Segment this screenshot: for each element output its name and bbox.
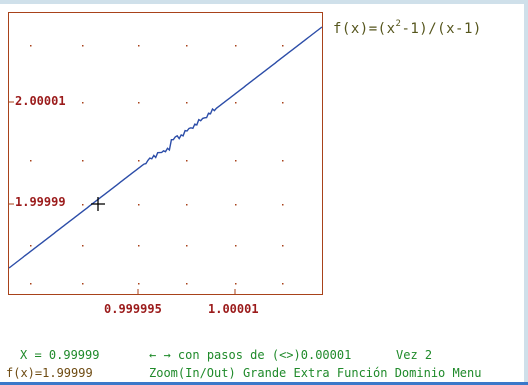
function-label: f(x)=(x2-1)/(x-1) [333,19,482,37]
x-axis-ticks [137,289,236,295]
window-top-border [0,0,528,4]
grid-dot [186,245,188,247]
grid-dot [235,204,237,206]
vez-counter: Vez 2 [396,348,433,362]
grid-dot [282,204,284,206]
grid-dot [282,283,284,285]
grid-dot [282,102,284,104]
grid-dot [82,245,84,247]
y-tick-label-lower: 1.99999 [14,195,67,209]
function-curve [8,26,323,269]
menu-zoom[interactable]: Zoom(In/Out) [149,366,236,380]
step-controls: ← → con pasos de (<>)0.00001 [149,348,351,362]
grid-dot [138,102,140,104]
menu-bar: Zoom(In/Out) Grande Extra Función Domini… [149,366,481,380]
arrow-keys-icon[interactable]: ← → [149,348,171,362]
grid-dot [282,45,284,47]
function-suffix: -1)/(x-1) [401,21,482,37]
grid-dot [30,45,32,47]
grid-dot [82,102,84,104]
grid-dot [30,160,32,162]
grid-dot [138,204,140,206]
fx-readout: f(x)=1.99999 [6,366,93,380]
y-tick-label-upper: 2.00001 [14,94,67,108]
grid-dot [138,160,140,162]
menu-menu[interactable]: Menu [452,366,482,380]
menu-funcion[interactable]: Función [336,366,388,380]
grid-dot [30,245,32,247]
grid-dot [186,204,188,206]
grid-dot [138,45,140,47]
function-exponent: 2 [395,19,402,29]
menu-dominio[interactable]: Dominio [394,366,446,380]
x-tick-label-left: 0.999995 [103,302,163,316]
grid-dot [82,45,84,47]
grid-dots [30,45,284,285]
x-tick-label-right: 1.00001 [207,302,260,316]
grid-dot [30,283,32,285]
grid-dot [138,245,140,247]
plot-area[interactable] [8,12,323,295]
grid-dot [235,160,237,162]
menu-grande[interactable]: Grande [242,366,287,380]
grid-dot [186,45,188,47]
x-readout: X = 0.99999 [20,348,100,362]
grid-dot [282,160,284,162]
window-right-border [524,0,528,385]
y-axis-ticks [8,101,14,205]
grid-dot [82,204,84,206]
grid-dot [186,160,188,162]
grid-dot [186,283,188,285]
step-text: con pasos de (<>)0.00001 [177,348,352,362]
grid-dot [82,160,84,162]
window-bottom-border [0,382,528,385]
cursor-crosshair-icon[interactable] [91,197,105,211]
grid-dot [282,245,284,247]
grid-dot [235,45,237,47]
grid-dot [82,283,84,285]
grid-dot [235,102,237,104]
menu-extra[interactable]: Extra [293,366,330,380]
grid-dot [235,245,237,247]
grid-dot [186,102,188,104]
function-prefix: f(x)=(x [333,21,396,37]
plot-canvas[interactable] [0,0,528,320]
grid-dot [235,283,237,285]
grid-dot [138,283,140,285]
